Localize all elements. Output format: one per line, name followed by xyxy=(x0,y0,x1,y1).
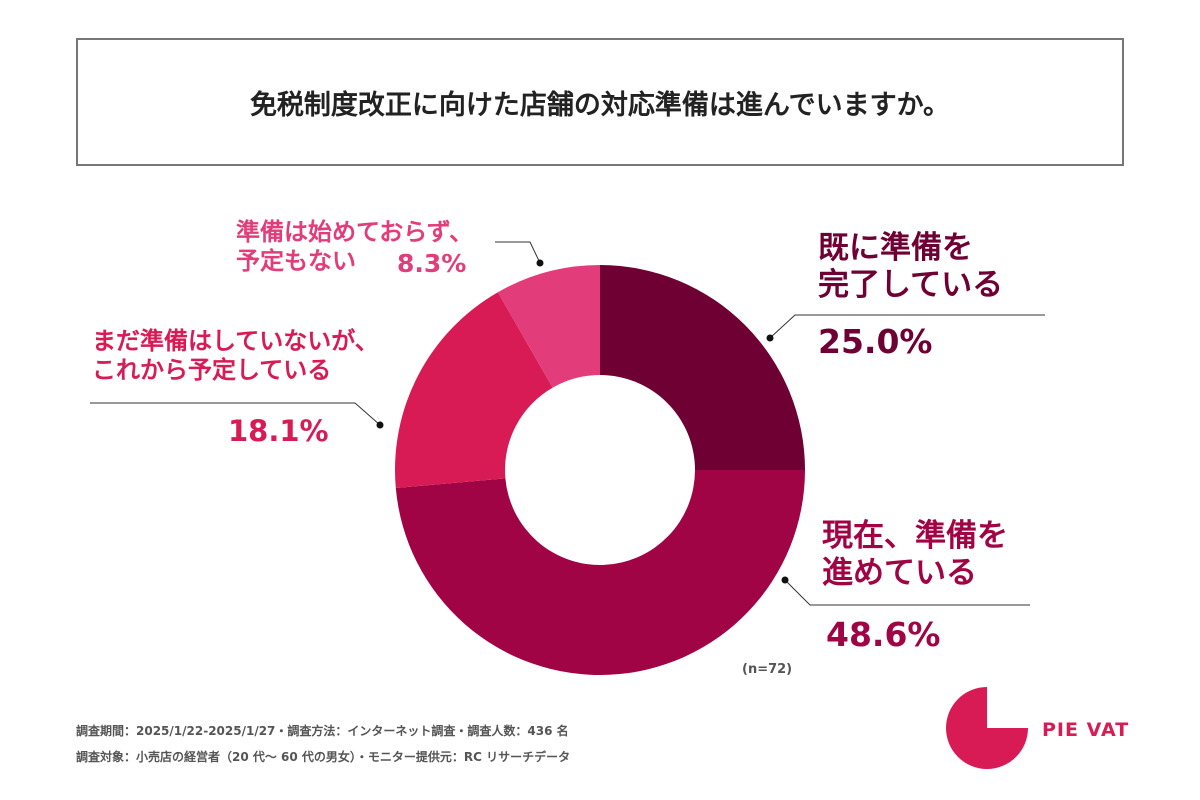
label-slice-2: まだ準備はしていないが、 これから予定している xyxy=(92,327,379,385)
label-slice-0-line2: 完了している xyxy=(818,267,1004,304)
label-slice-2-line1: まだ準備はしていないが、 xyxy=(92,327,379,355)
value-slice-3: 8.3% xyxy=(397,249,467,278)
label-slice-1-line2: 進めている xyxy=(822,555,977,592)
leader-dot-1 xyxy=(781,576,789,584)
label-slice-2-line2: これから予定している xyxy=(92,355,332,384)
label-slice-3-line1: 準備は始めておらず、 xyxy=(236,218,474,246)
footer-line-2: 調査対象：小売店の経営者（20 代〜 60 代の男女）・モニター提供元：RC リ… xyxy=(76,750,571,764)
leader-dot-0 xyxy=(766,334,774,342)
leader-dots xyxy=(376,259,789,584)
value-slice-1: 48.6% xyxy=(826,615,941,654)
label-slice-0: 既に準備を 完了している xyxy=(818,230,1003,304)
donut-slice-1 xyxy=(395,470,805,676)
sample-size-note: (n=72) xyxy=(742,662,793,677)
logo-pie-icon xyxy=(946,687,1028,769)
leader-lines xyxy=(90,241,1045,606)
leader-dot-3 xyxy=(536,259,544,267)
leader-line-2 xyxy=(90,402,381,426)
footer-line-1: 調査期間：2025/1/22-2025/1/27・調査方法：インターネット調査・… xyxy=(76,724,569,738)
value-slice-0: 25.0% xyxy=(818,322,933,361)
leader-line-1 xyxy=(784,579,1030,606)
value-slice-2: 18.1% xyxy=(228,414,329,448)
label-slice-1-line1: 現在、準備を xyxy=(822,518,1008,554)
logo-text: PIE VAT xyxy=(1042,719,1130,741)
donut-slice-3 xyxy=(497,265,600,388)
logo-mark xyxy=(946,687,1028,769)
leader-line-0 xyxy=(769,314,1045,339)
label-slice-1: 現在、準備を 進めている xyxy=(822,518,1008,592)
leader-dot-2 xyxy=(376,421,384,429)
label-slice-3-line2: 予定もない xyxy=(236,246,356,275)
chart-title: 免税制度改正に向けた店舗の対応準備は進んでいますか。 xyxy=(249,89,951,121)
title-box: 免税制度改正に向けた店舗の対応準備は進んでいますか。 xyxy=(76,38,1124,166)
leader-line-3 xyxy=(495,241,541,264)
donut-slice-2 xyxy=(395,292,553,489)
label-slice-3: 準備は始めておらず、 予定もない xyxy=(236,218,473,276)
label-slice-0-line1: 既に準備を xyxy=(818,230,973,266)
donut-slice-0 xyxy=(600,265,805,470)
